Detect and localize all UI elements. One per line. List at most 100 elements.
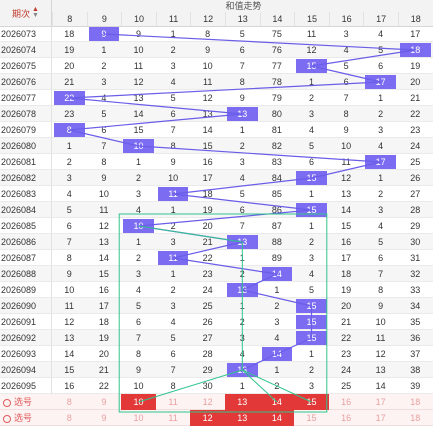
period-sort-header[interactable]: 期次 ▲ ▼ (0, 0, 52, 26)
omission-cell: 3 (66, 173, 72, 183)
hit-cell: 11 (157, 187, 189, 201)
pick-cell-selected[interactable]: 14 (259, 394, 295, 410)
omission-cell: 3 (308, 253, 314, 263)
period-cell: 2026083 (0, 186, 52, 202)
omission-cell: 8 (343, 109, 349, 119)
pick-cell-selected[interactable]: 12 (190, 410, 225, 426)
omission-cell: 25 (202, 301, 213, 311)
omission-cell: 8 (135, 349, 141, 359)
omission-cell: 2 (66, 157, 72, 167)
omission-cell: 4 (343, 45, 349, 55)
pick-cell[interactable]: 9 (101, 397, 107, 407)
pick-cell[interactable]: 17 (375, 413, 386, 423)
omission-cell: 5 (170, 333, 176, 343)
pick-cell-selected[interactable]: 13 (225, 394, 260, 410)
omission-cell: 7 (135, 333, 141, 343)
pick-cell-selected[interactable]: 15 (294, 394, 329, 410)
column-header-11: 11 (155, 12, 191, 26)
pick-row-label[interactable]: 选号 (0, 394, 52, 410)
omission-cell: 13 (64, 333, 75, 343)
pick-cell[interactable]: 8 (66, 413, 72, 423)
hit-cell: 15 (296, 203, 327, 217)
pick-cell[interactable]: 16 (341, 397, 352, 407)
omission-cell: 15 (133, 125, 144, 135)
pick-cell[interactable]: 12 (202, 397, 213, 407)
hit-cell: 15 (296, 299, 327, 313)
omission-cell: 1 (66, 141, 72, 151)
omission-cell: 17 (341, 253, 352, 263)
pick-cell-selected[interactable]: 13 (225, 410, 260, 426)
period-cell: 2026085 (0, 218, 52, 234)
omission-cell: 20 (410, 77, 421, 87)
omission-cell: 14 (375, 381, 386, 391)
omission-cell: 4 (239, 173, 245, 183)
omission-cell: 5 (378, 237, 384, 247)
period-cell: 2026087 (0, 250, 52, 266)
pick-cell-selected[interactable]: 14 (259, 410, 295, 426)
omission-cell: 1 (239, 125, 245, 135)
header-columns-band (0, 12, 433, 27)
table-row: 2026092 13 19 7 5 27 3 4 15 22 11 36 (0, 330, 433, 346)
table-row: 2026087 8 14 2 11 22 1 89 3 17 6 31 (0, 250, 433, 266)
omission-cell: 11 (203, 77, 213, 87)
omission-cell: 3 (308, 109, 314, 119)
omission-cell: 8 (378, 285, 384, 295)
table-row: 2026090 11 17 5 3 25 1 2 15 20 9 34 (0, 298, 433, 314)
omission-cell: 3 (170, 61, 176, 71)
omission-cell: 20 (64, 61, 75, 71)
omission-cell: 38 (410, 365, 421, 375)
omission-cell: 3 (308, 381, 314, 391)
omission-cell: 29 (202, 365, 213, 375)
omission-cell: 5 (135, 301, 141, 311)
omission-cell: 8 (170, 141, 176, 151)
omission-cell: 1 (239, 253, 245, 263)
pick-cell[interactable]: 10 (133, 413, 144, 423)
pick-cell[interactable]: 16 (341, 413, 352, 423)
omission-cell: 9 (378, 301, 384, 311)
column-header-10: 10 (121, 12, 156, 26)
pick-cell[interactable]: 9 (101, 413, 107, 423)
omission-cell: 27 (202, 333, 213, 343)
table-row: 2026076 21 3 12 4 11 8 78 1 6 17 20 (0, 74, 433, 90)
radio-icon[interactable] (3, 398, 11, 407)
column-header-12: 12 (190, 12, 225, 26)
period-cell: 2026081 (0, 154, 52, 170)
omission-cell: 6 (170, 109, 176, 119)
omission-cell: 13 (98, 237, 109, 247)
pick-cell[interactable]: 11 (168, 413, 178, 423)
pick-cell-selected[interactable]: 10 (121, 394, 156, 410)
pick-row-label[interactable]: 选号 (0, 410, 52, 426)
pick-cell[interactable]: 15 (306, 413, 317, 423)
table-row: 2026093 14 20 8 6 28 4 14 1 23 12 37 (0, 346, 433, 362)
omission-cell: 21 (98, 365, 109, 375)
pick-cell[interactable]: 8 (66, 397, 72, 407)
table-row: 2026088 9 15 3 1 23 2 14 4 18 7 32 (0, 266, 433, 282)
omission-cell: 10 (133, 45, 144, 55)
omission-cell: 2 (239, 141, 245, 151)
pick-cell[interactable]: 11 (168, 397, 178, 407)
omission-cell: 14 (202, 125, 213, 135)
omission-cell: 24 (341, 365, 352, 375)
omission-cell: 12 (98, 221, 109, 231)
omission-cell: 17 (410, 29, 421, 39)
hit-cell: 13 (227, 235, 258, 249)
omission-cell: 2 (239, 317, 245, 327)
pick-cell[interactable]: 17 (375, 397, 386, 407)
pick-cell[interactable]: 18 (410, 413, 421, 423)
period-cell: 2026090 (0, 298, 52, 314)
hit-cell: 18 (400, 43, 431, 57)
omission-cell: 28 (410, 205, 421, 215)
omission-cell: 4 (66, 189, 72, 199)
omission-cell: 18 (98, 317, 109, 327)
radio-icon[interactable] (3, 414, 11, 423)
omission-cell: 27 (410, 189, 421, 199)
omission-cell: 20 (341, 301, 352, 311)
omission-cell: 24 (202, 285, 213, 295)
omission-cell: 23 (410, 125, 421, 135)
omission-cell: 25 (341, 381, 352, 391)
pick-cell[interactable]: 18 (410, 397, 421, 407)
omission-cell: 76 (271, 45, 282, 55)
pick-row: 选号 8 9 10 11 12 13 14 15 16 17 18 (0, 410, 433, 426)
omission-cell: 2 (135, 173, 141, 183)
omission-cell: 2 (308, 365, 314, 375)
